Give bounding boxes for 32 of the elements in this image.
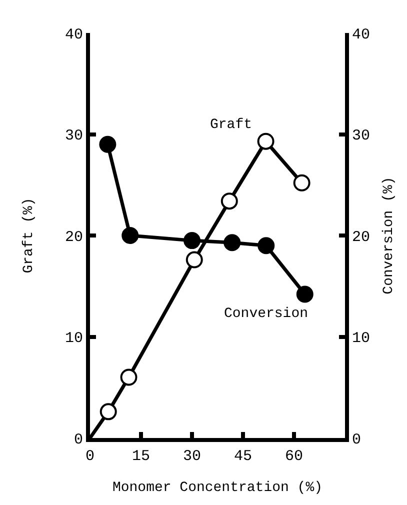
point [257,132,274,150]
point [100,403,117,420]
x-tick-label: 30 [182,448,202,465]
series-label: Conversion [224,306,308,322]
x-tick-label: 45 [234,448,252,465]
y-tick-label: 10 [64,330,83,347]
point [122,227,139,244]
point [296,286,314,303]
series-label: Graft [210,117,252,133]
point [120,368,138,386]
x-tick-label: 0 [85,448,95,465]
y-tick-label: 0 [74,431,83,448]
x-tick-label: 15 [132,448,150,465]
y2-axis-title: Conversion (%) [380,176,397,294]
point [99,136,116,153]
x-tick-label: 60 [284,448,304,465]
y-axis-title: Graft (%) [21,198,38,274]
y-tick-label: 20 [64,228,83,246]
y-tick-label: 40 [64,26,83,44]
y2-tick-label: 40 [352,26,370,44]
y2-tick-label: 30 [352,128,370,144]
point [186,251,203,268]
y-tick-label: 30 [64,128,83,144]
x-axis-title: Monomer Concentration (%) [112,480,323,496]
y2-tick-label: 10 [352,330,370,347]
point [184,232,200,250]
y2-tick-label: 0 [352,431,362,448]
point [293,174,310,192]
y2-tick-label: 20 [352,228,370,246]
point [224,234,241,252]
point [258,237,275,254]
point [220,192,238,210]
